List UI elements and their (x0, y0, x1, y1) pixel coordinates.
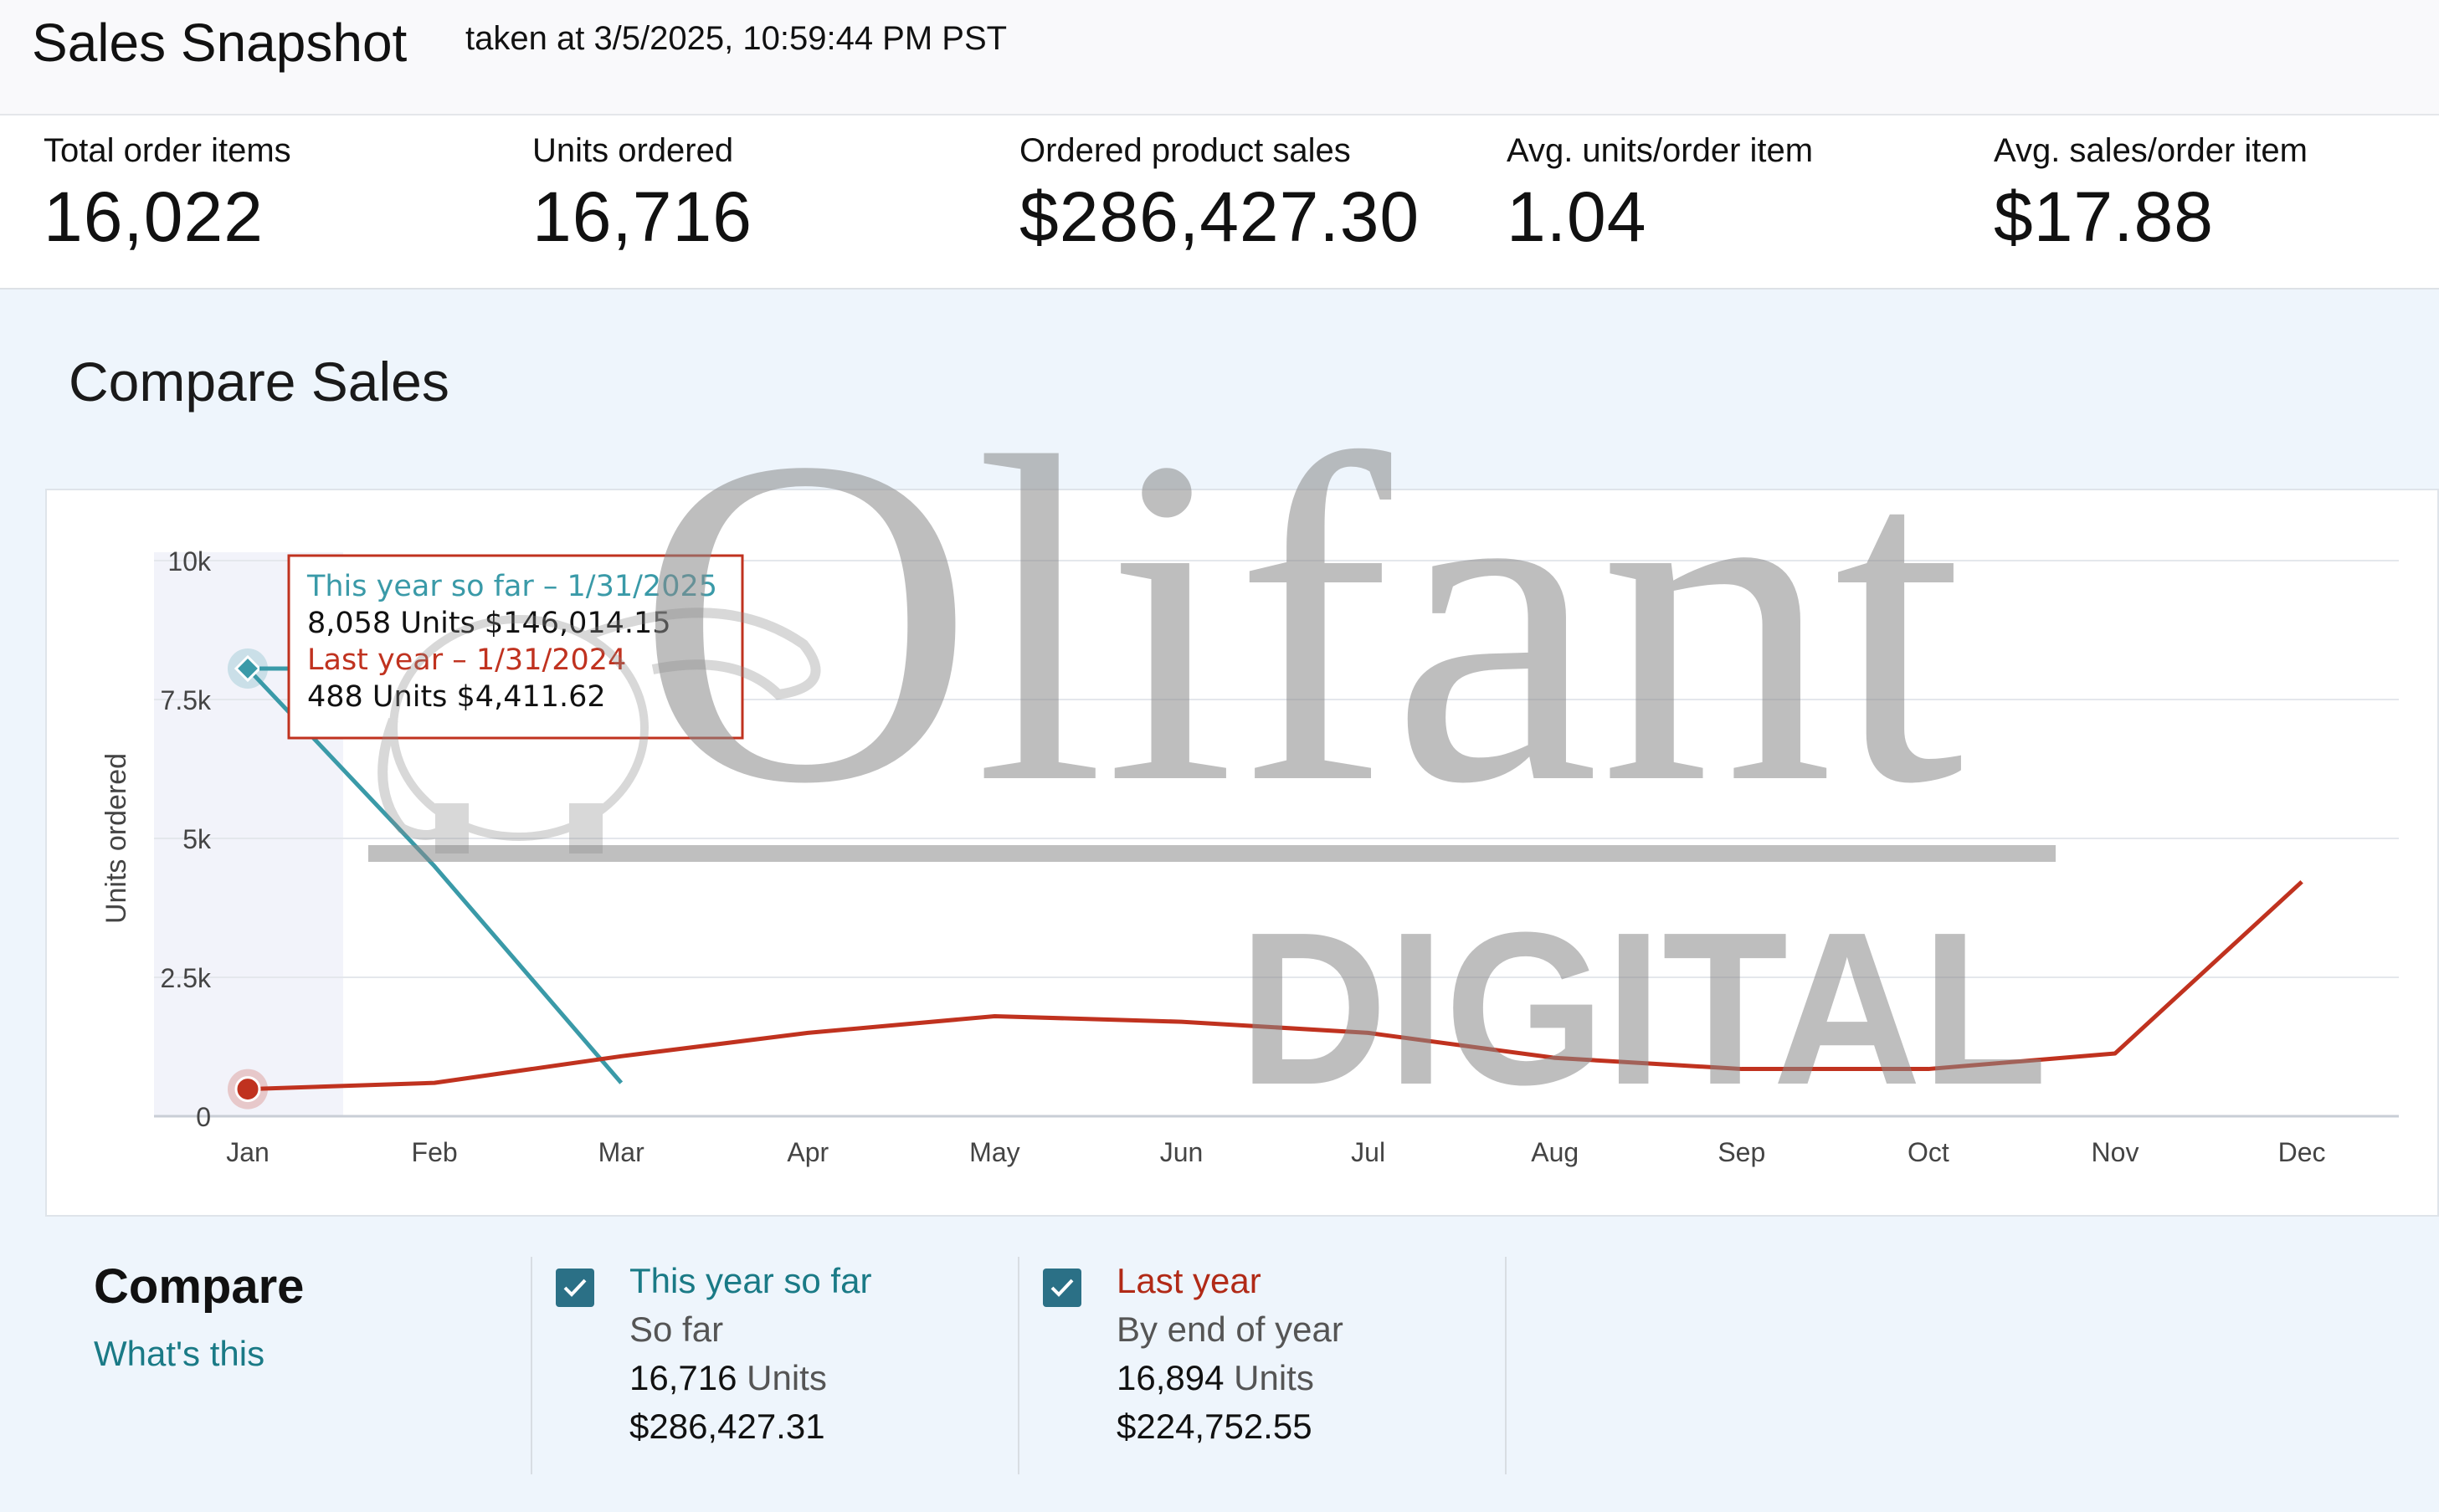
metric-label: Units ordered (532, 132, 734, 169)
units-word: Units (1234, 1358, 1314, 1397)
this-year-sales: $286,427.31 (629, 1407, 825, 1446)
data-point (1179, 1019, 1184, 1024)
data-point (1366, 1030, 1371, 1035)
section-title: Compare Sales (69, 351, 449, 413)
page-title: Sales Snapshot (32, 13, 408, 73)
metric-avg-units-per-order-item: Avg. units/order item 1.04 (1507, 132, 1813, 258)
last-year-units-value: 16,894 (1117, 1358, 1225, 1397)
x-tick-label: Jan (226, 1137, 270, 1167)
this-year-label: This year so far (629, 1261, 872, 1300)
data-point (432, 864, 437, 869)
x-tick-label: Aug (1531, 1137, 1579, 1167)
x-tick-label: Nov (2092, 1137, 2139, 1167)
last-year-marker (234, 1076, 261, 1103)
data-point (1553, 1055, 1558, 1060)
metric-label: Total order items (44, 132, 291, 169)
metric-units-ordered: Units ordered 16,716 (532, 132, 752, 258)
last-year-units: 16,894 Units (1117, 1354, 1343, 1402)
x-tick-label: Apr (787, 1137, 829, 1167)
data-point (1926, 1067, 1931, 1072)
y-tick-label: 0 (196, 1102, 211, 1132)
chart-tooltip: This year so far – 1/31/2025 8,058 Units… (287, 554, 744, 740)
data-point (992, 1013, 997, 1018)
metric-label: Avg. sales/order item (1994, 132, 2308, 169)
metric-total-order-items: Total order items 16,022 (44, 132, 291, 258)
check-icon (1050, 1279, 1074, 1297)
metrics-row: Total order items 16,022 Units ordered 1… (0, 115, 2439, 290)
metric-avg-sales-per-order-item: Avg. sales/order item $17.88 (1994, 132, 2308, 258)
snapshot-header: Sales Snapshot taken at 3/5/2025, 10:59:… (0, 0, 2439, 115)
this-year-marker (234, 654, 262, 683)
this-year-sub: So far (629, 1310, 724, 1349)
last-year-sub: By end of year (1117, 1310, 1343, 1349)
compare-sales-section: Compare Sales 0 2.5k 5k 7.5k 10k Jan Feb Mar Ap… (0, 303, 2439, 1512)
data-point (619, 1053, 624, 1058)
snapshot-timestamp: taken at 3/5/2025, 10:59:44 PM PST (465, 20, 1008, 57)
y-tick-label: 5k (182, 824, 212, 854)
metric-value: $286,427.30 (1019, 177, 1420, 256)
last-year-label: Last year (1117, 1261, 1261, 1300)
data-point (2113, 1051, 2118, 1056)
x-tick-label: Jul (1351, 1137, 1385, 1167)
x-tick-label: Jun (1160, 1137, 1204, 1167)
sales-line-chart[interactable]: 0 2.5k 5k 7.5k 10k Jan Feb Mar Apr May Jun Jul Aug S… (47, 490, 2437, 1215)
legend-divider (1505, 1257, 1507, 1474)
whats-this-link[interactable]: What's this (94, 1334, 265, 1373)
this-year-checkbox[interactable] (556, 1269, 594, 1307)
this-year-units-value: 16,716 (629, 1358, 737, 1397)
metric-value: $17.88 (1994, 177, 2214, 256)
tooltip-last-year-values: 488 Units $4,411.62 (307, 680, 606, 714)
y-tick-label: 7.5k (161, 685, 212, 715)
metric-ordered-product-sales: Ordered product sales $286,427.30 (1019, 132, 1420, 258)
data-point (805, 1030, 810, 1035)
check-icon (563, 1279, 587, 1297)
last-year-sales: $224,752.55 (1117, 1407, 1312, 1446)
legend-divider (1018, 1257, 1019, 1474)
tooltip-this-year-title: This year so far – 1/31/2025 (306, 570, 717, 603)
metric-value: 16,716 (532, 177, 752, 256)
x-tick-label: Dec (2278, 1137, 2326, 1167)
y-tick-label: 10k (167, 546, 212, 577)
units-word: Units (747, 1358, 827, 1397)
metric-value: 16,022 (44, 177, 264, 256)
tooltip-last-year-title: Last year – 1/31/2024 (307, 643, 626, 677)
metric-label: Ordered product sales (1019, 132, 1351, 169)
data-point (432, 1080, 437, 1085)
chart-card: 0 2.5k 5k 7.5k 10k Jan Feb Mar Apr May Jun Jul Aug S… (45, 489, 2439, 1217)
y-axis-label: Units ordered (100, 753, 132, 924)
y-tick-label: 2.5k (161, 963, 212, 993)
x-tick-label: Mar (598, 1137, 644, 1167)
metric-value: 1.04 (1507, 177, 1647, 256)
x-tick-label: Oct (1908, 1137, 1949, 1167)
data-point (619, 1080, 624, 1085)
x-tick-label: Sep (1718, 1137, 1765, 1167)
tooltip-this-year-values: 8,058 Units $146,014.15 (307, 607, 671, 640)
tooltip-box (287, 554, 744, 740)
data-point (1739, 1067, 1744, 1072)
metric-label: Avg. units/order item (1507, 132, 1814, 169)
compare-legend: Compare What's this This year so far So … (0, 1240, 2439, 1491)
last-year-series-line (247, 879, 2303, 1092)
this-year-units: 16,716 Units (629, 1354, 871, 1402)
legend-divider (531, 1257, 532, 1474)
x-tick-label: May (969, 1137, 1019, 1167)
last-year-text: Last year By end of year 16,894 Units $2… (1117, 1257, 1343, 1451)
data-point (2299, 879, 2304, 884)
x-tick-label: Feb (412, 1137, 458, 1167)
compare-title: Compare (94, 1259, 305, 1314)
this-year-text: This year so far So far 16,716 Units $28… (629, 1257, 871, 1451)
last-year-checkbox[interactable] (1043, 1269, 1081, 1307)
